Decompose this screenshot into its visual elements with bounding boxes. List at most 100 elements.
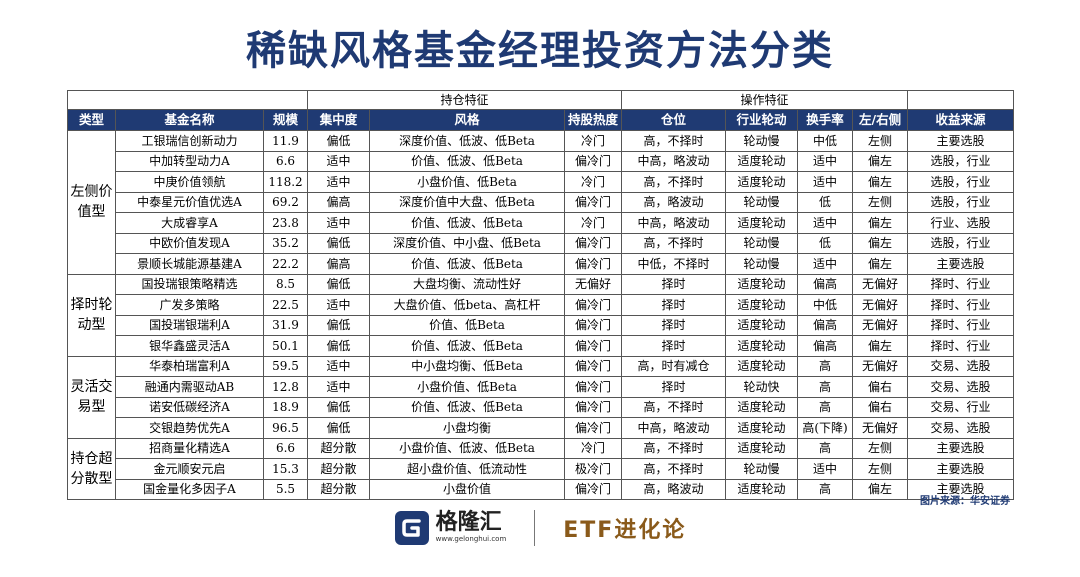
concentration-cell: 适中 bbox=[307, 171, 371, 193]
style-cell: 小盘价值 bbox=[369, 478, 566, 500]
style-cell: 小盘价值、低波、低Beta bbox=[369, 437, 566, 459]
turnover-cell: 偏高 bbox=[797, 273, 854, 295]
rotation-cell: 适度轮动 bbox=[725, 335, 799, 357]
size-cell: 31.9 bbox=[262, 314, 309, 336]
size-cell: 12.8 bbox=[262, 376, 309, 398]
popularity-cell: 冷门 bbox=[564, 171, 623, 193]
turnover-cell: 偏高 bbox=[797, 314, 854, 336]
rotation-cell: 轮动慢 bbox=[725, 253, 799, 275]
popularity-cell: 冷门 bbox=[564, 437, 623, 459]
return-source-cell: 主要选股 bbox=[907, 478, 1015, 500]
return-source-cell: 选股，行业 bbox=[907, 150, 1015, 172]
category-cell: 灵活交易型 bbox=[67, 355, 116, 439]
table-row: 诺安低碳经济A 18.9 偏低 价值、低波、低Beta 偏冷门 高，不择时 适度轮动高偏右交… bbox=[68, 396, 1015, 418]
size-cell: 8.5 bbox=[262, 273, 309, 295]
popularity-cell: 偏冷门 bbox=[564, 376, 623, 398]
turnover-cell: 高 bbox=[797, 396, 854, 418]
fund-table-container: 持仓特征 操作特征 类型 基金名称 规模 集中度 风格 持股热度 仓位 行业轮动… bbox=[66, 90, 1015, 500]
return-source-cell: 择时、行业 bbox=[907, 273, 1015, 295]
rotation-cell: 适度轮动 bbox=[725, 355, 799, 377]
position-cell: 择时 bbox=[621, 376, 727, 398]
style-cell: 价值、低波、低Beta bbox=[369, 335, 566, 357]
side-cell: 无偏好 bbox=[852, 314, 909, 336]
return-source-cell: 选股，行业 bbox=[907, 191, 1015, 213]
side-cell: 无偏好 bbox=[852, 417, 909, 439]
style-cell: 小盘价值、低Beta bbox=[369, 171, 566, 193]
fund-name-cell: 国投瑞银瑞利A bbox=[115, 314, 264, 336]
style-cell: 超小盘价值、低流动性 bbox=[369, 458, 566, 480]
concentration-cell: 偏高 bbox=[307, 253, 371, 275]
style-cell: 价值、低波、低Beta bbox=[369, 212, 566, 234]
col-header-return-source: 收益来源 bbox=[907, 109, 1015, 131]
fund-name-cell: 融通内需驱动AB bbox=[115, 376, 264, 398]
popularity-cell: 极冷门 bbox=[564, 458, 623, 480]
size-cell: 6.6 bbox=[262, 437, 309, 459]
return-source-cell: 行业、选股 bbox=[907, 212, 1015, 234]
position-cell: 择时 bbox=[621, 273, 727, 295]
col-header-popularity: 持股热度 bbox=[564, 109, 623, 131]
group-header-operations: 操作特征 bbox=[621, 90, 909, 110]
fund-name-cell: 国投瑞银策略精选 bbox=[115, 273, 264, 295]
rotation-cell: 轮动快 bbox=[725, 376, 799, 398]
popularity-cell: 偏冷门 bbox=[564, 314, 623, 336]
size-cell: 96.5 bbox=[262, 417, 309, 439]
rotation-cell: 轮动慢 bbox=[725, 232, 799, 254]
rotation-cell: 轮动慢 bbox=[725, 130, 799, 152]
concentration-cell: 偏低 bbox=[307, 314, 371, 336]
popularity-cell: 冷门 bbox=[564, 212, 623, 234]
side-cell: 无偏好 bbox=[852, 273, 909, 295]
popularity-cell: 偏冷门 bbox=[564, 232, 623, 254]
turnover-cell: 高 bbox=[797, 355, 854, 377]
side-cell: 左侧 bbox=[852, 130, 909, 152]
rotation-cell: 适度轮动 bbox=[725, 396, 799, 418]
size-cell: 11.9 bbox=[262, 130, 309, 152]
table-body: 左侧价值型 工银瑞信创新动力 11.9 偏低 深度价值、低波、低Beta 冷门 高，不择时轮… bbox=[67, 130, 1015, 500]
table-row: 交银趋势优先A 96.5 偏低 小盘均衡 偏冷门 中高，略波动 适度轮动 高(下降) 无偏好 交易… bbox=[68, 417, 1015, 439]
side-cell: 左侧 bbox=[852, 437, 909, 459]
style-cell: 大盘价值、低beta、高杠杆 bbox=[369, 294, 566, 316]
concentration-cell: 适中 bbox=[307, 212, 371, 234]
side-cell: 无偏好 bbox=[852, 294, 909, 316]
table-row: 金元顺安元启 15.3 超分散 超小盘价值、低流动性 极冷门 高，不择时 轮动慢 适中 左侧 主要… bbox=[68, 458, 1015, 480]
fund-name-cell: 工银瑞信创新动力 bbox=[115, 130, 264, 152]
rotation-cell: 适度轮动 bbox=[725, 437, 799, 459]
style-cell: 深度价值中大盘、低Beta bbox=[369, 191, 566, 213]
table-row: 持仓超分散型 招商量化精选A 6.6 超分散 小盘价值、低波、低Beta 冷门 高，不择时适… bbox=[67, 437, 1015, 500]
rotation-cell: 适度轮动 bbox=[725, 212, 799, 234]
size-cell: 50.1 bbox=[262, 335, 309, 357]
fund-name-cell: 中泰星元价值优选A bbox=[115, 191, 264, 213]
col-header-fund-name: 基金名称 bbox=[115, 109, 264, 131]
etf-brand: ETF进化论 bbox=[563, 517, 687, 543]
fund-name-cell: 中欧价值发现A bbox=[115, 232, 264, 254]
rotation-cell: 适度轮动 bbox=[725, 417, 799, 439]
gelonghui-logo-icon bbox=[394, 510, 429, 545]
fund-name-cell: 广发多策略 bbox=[115, 294, 264, 316]
concentration-cell: 偏低 bbox=[307, 130, 371, 152]
position-cell: 高，不择时 bbox=[621, 437, 727, 459]
col-header-turnover: 换手率 bbox=[797, 109, 854, 131]
return-source-cell: 主要选股 bbox=[907, 437, 1015, 459]
style-cell: 深度价值、中小盘、低Beta bbox=[369, 232, 566, 254]
turnover-cell: 适中 bbox=[797, 150, 854, 172]
category-cell: 持仓超分散型 bbox=[67, 437, 116, 500]
position-cell: 高，略波动 bbox=[621, 191, 727, 213]
turnover-cell: 高 bbox=[797, 376, 854, 398]
size-cell: 18.9 bbox=[262, 396, 309, 418]
size-cell: 59.5 bbox=[262, 355, 309, 377]
fund-name-cell: 招商量化精选A bbox=[115, 437, 264, 459]
footer: 格隆汇 www.gelonghui.com ETF进化论 bbox=[0, 500, 1080, 555]
position-cell: 高，不择时 bbox=[621, 232, 727, 254]
position-cell: 高，不择时 bbox=[621, 130, 727, 152]
group-header-holdings: 持仓特征 bbox=[307, 90, 623, 110]
side-cell: 偏左 bbox=[852, 150, 909, 172]
return-source-cell: 交易、选股 bbox=[907, 355, 1015, 377]
col-header-size: 规模 bbox=[262, 109, 309, 131]
rotation-cell: 适度轮动 bbox=[725, 478, 799, 500]
position-cell: 中低，不择时 bbox=[621, 253, 727, 275]
position-cell: 高，略波动 bbox=[621, 478, 727, 500]
rotation-cell: 轮动慢 bbox=[725, 458, 799, 480]
col-header-concentration: 集中度 bbox=[307, 109, 371, 131]
style-cell: 价值、低波、低Beta bbox=[369, 396, 566, 418]
table-row: 中加转型动力A 6.6 适中 价值、低波、低Beta 偏冷门 中高，略波动 适度轮动 适中 偏左… bbox=[68, 150, 1015, 172]
return-source-cell: 交易、行业 bbox=[907, 396, 1015, 418]
